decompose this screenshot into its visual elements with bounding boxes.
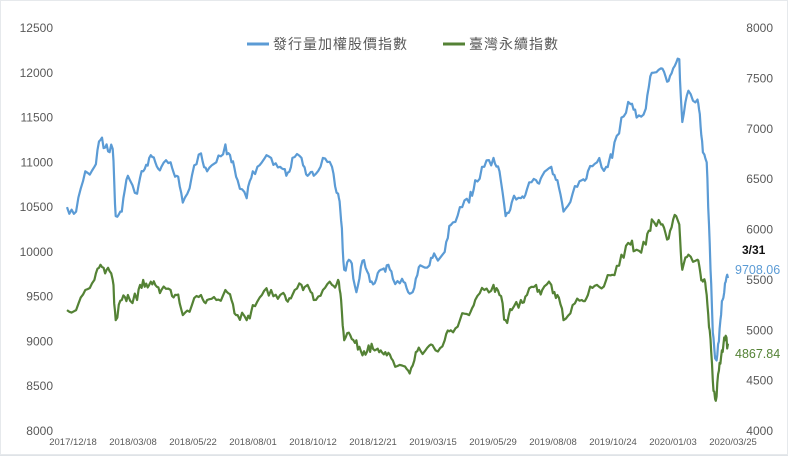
series-layer — [65, 57, 730, 402]
x-tick-label: 2019/05/29 — [469, 437, 517, 448]
series-line-sustain — [66, 213, 730, 402]
x-tick-label: 2019/03/15 — [409, 437, 457, 448]
left-axis-ticks: 12500 12000 11500 11000 10500 10000 9500 9000 85… — [20, 21, 54, 438]
series-line-taiex — [65, 57, 730, 362]
left-tick-label: 12000 — [20, 66, 54, 80]
x-tick-label: 2018/05/22 — [169, 437, 217, 448]
x-tick-label: 2019/10/24 — [589, 437, 637, 448]
legend: 發行量加權股價指數 臺灣永續指數 — [247, 36, 559, 53]
x-axis-ticks: 2017/12/18 2018/03/08 2018/05/22 2018/08/01… — [49, 437, 757, 448]
right-tick-label: 6500 — [746, 172, 773, 186]
right-tick-label: 7000 — [746, 122, 773, 136]
x-tick-label: 2018/03/08 — [109, 437, 157, 448]
legend-label: 發行量加權股價指數 — [273, 36, 408, 53]
left-tick-label: 8500 — [26, 379, 53, 393]
right-tick-label: 5500 — [746, 273, 773, 287]
x-tick-label: 2019/08/08 — [529, 437, 577, 448]
right-tick-label: 4000 — [746, 424, 773, 438]
right-axis-ticks: 8000 7500 7000 6500 6000 5500 5000 4500 4000 — [746, 21, 773, 438]
left-tick-label: 10000 — [20, 245, 54, 259]
legend-label: 臺灣永續指數 — [469, 37, 559, 53]
right-tick-label: 7500 — [746, 71, 773, 85]
annotation-sustain-last: 4867.84 — [735, 347, 780, 361]
x-tick-label: 2018/12/21 — [349, 437, 397, 448]
x-tick-label: 2020/03/25 — [709, 437, 757, 448]
annotations: 3/31 9708.06 4867.84 — [735, 243, 780, 361]
left-tick-label: 9500 — [26, 290, 53, 304]
annotation-date: 3/31 — [742, 243, 766, 257]
left-tick-label: 11000 — [21, 155, 54, 169]
right-tick-label: 4500 — [746, 374, 773, 388]
left-tick-label: 8000 — [26, 424, 53, 438]
annotation-taiex-last: 9708.06 — [735, 263, 780, 277]
left-tick-label: 12500 — [20, 21, 54, 35]
x-tick-label: 2020/01/03 — [649, 437, 697, 448]
left-tick-label: 11500 — [21, 111, 54, 125]
right-tick-label: 5000 — [746, 323, 773, 337]
x-tick-label: 2018/10/12 — [289, 437, 337, 448]
x-tick-label: 2018/08/01 — [229, 437, 277, 448]
x-tick-label: 2017/12/18 — [49, 437, 97, 448]
right-tick-label: 8000 — [746, 21, 773, 35]
left-tick-label: 9000 — [26, 334, 53, 348]
right-tick-label: 6000 — [746, 223, 773, 237]
left-tick-label: 10500 — [20, 200, 54, 214]
